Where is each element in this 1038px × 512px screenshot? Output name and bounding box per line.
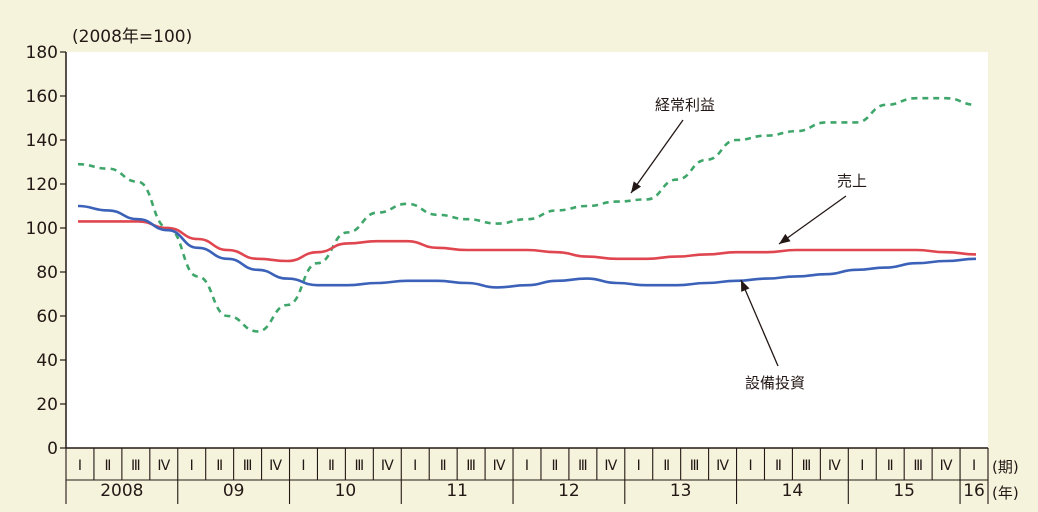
series-line-1 — [77, 96, 977, 333]
x-year-label: 14 — [782, 481, 804, 501]
x-quarter-label: Ⅲ — [802, 458, 812, 474]
x-unit-year-label: (年) — [992, 484, 1019, 502]
annotation-uriage-arrow-head — [779, 233, 791, 244]
annotation-keijo-arrow-head — [631, 181, 642, 193]
y-tick-label: 80 — [36, 263, 58, 283]
x-quarter-label: Ⅳ — [940, 458, 953, 474]
y-tick-label: 0 — [47, 439, 58, 459]
x-quarter-label: Ⅰ — [972, 458, 976, 474]
x-year-label: 10 — [335, 481, 357, 501]
unit-label: (2008年=100) — [72, 27, 192, 47]
x-quarter-label: Ⅲ — [578, 458, 588, 474]
x-quarter-label: Ⅰ — [413, 458, 417, 474]
annotation-uriage-label: 売上 — [837, 172, 867, 190]
x-unit-quarter-label: (期) — [992, 458, 1019, 476]
x-quarter-label: Ⅲ — [690, 458, 700, 474]
x-year-label: 11 — [446, 481, 468, 501]
x-quarter-label: Ⅳ — [716, 458, 729, 474]
x-quarter-label: Ⅱ — [216, 458, 223, 474]
x-quarter-label: Ⅲ — [355, 458, 365, 474]
x-year-label: 09 — [223, 481, 245, 501]
x-quarter-label: Ⅳ — [269, 458, 282, 474]
x-quarter-label: Ⅰ — [301, 458, 305, 474]
x-year-label: 12 — [558, 481, 580, 501]
y-tick-label: 120 — [26, 175, 58, 195]
annotation-keijo-arrow-line — [630, 119, 684, 194]
x-quarter-label: Ⅳ — [493, 458, 506, 474]
x-quarter-label: Ⅰ — [78, 458, 82, 474]
y-tick-label: 40 — [36, 351, 58, 371]
x-quarter-label: Ⅳ — [381, 458, 394, 474]
annotation-setsubi-arrow-head — [741, 280, 750, 292]
annotation-keijo-label: 経常利益 — [655, 96, 715, 114]
x-year-label: 15 — [893, 481, 915, 501]
y-axis: 0 20 40 60 80 100 120 140 160 180 — [26, 43, 988, 459]
x-quarter-label: Ⅱ — [551, 458, 558, 474]
x-year-label: 13 — [670, 481, 692, 501]
annotation-setsubi-label: 設備投資 — [745, 374, 805, 392]
y-tick-label: 140 — [26, 131, 58, 151]
x-year-label: 2008 — [100, 481, 143, 501]
x-quarter-label: Ⅰ — [190, 458, 194, 474]
x-quarter-label: Ⅰ — [748, 458, 752, 474]
y-tick-label: 100 — [26, 219, 58, 239]
y-tick-label: 60 — [36, 307, 58, 327]
annotation-setsubi-arrow-line — [740, 279, 779, 367]
x-quarter-label: Ⅳ — [828, 458, 841, 474]
x-quarter-label: Ⅱ — [663, 458, 670, 474]
x-quarter-label: Ⅲ — [131, 458, 141, 474]
series-line-3 — [77, 204, 977, 289]
x-quarter-label: Ⅲ — [913, 458, 923, 474]
y-tick-label: 180 — [26, 43, 58, 63]
x-quarter-label: Ⅳ — [157, 458, 170, 474]
x-quarter-label: Ⅱ — [328, 458, 335, 474]
x-quarter-label: Ⅱ — [104, 458, 111, 474]
x-quarter-label: Ⅱ — [775, 458, 782, 474]
x-quarter-label: Ⅳ — [604, 458, 617, 474]
x-quarter-label: Ⅰ — [525, 458, 529, 474]
x-year-label: 16 — [963, 481, 985, 501]
x-quarter-label: Ⅰ — [860, 458, 864, 474]
x-quarter-label: Ⅱ — [440, 458, 447, 474]
series-group — [77, 96, 977, 333]
y-tick-label: 20 — [36, 395, 58, 415]
y-tick-label: 160 — [26, 87, 58, 107]
x-quarter-label: Ⅲ — [466, 458, 476, 474]
annotation-uriage-arrow-line — [778, 195, 847, 245]
x-quarter-label: Ⅰ — [637, 458, 641, 474]
series-line-2 — [77, 220, 977, 263]
x-quarter-label: Ⅱ — [887, 458, 894, 474]
x-quarter-label: Ⅲ — [243, 458, 253, 474]
